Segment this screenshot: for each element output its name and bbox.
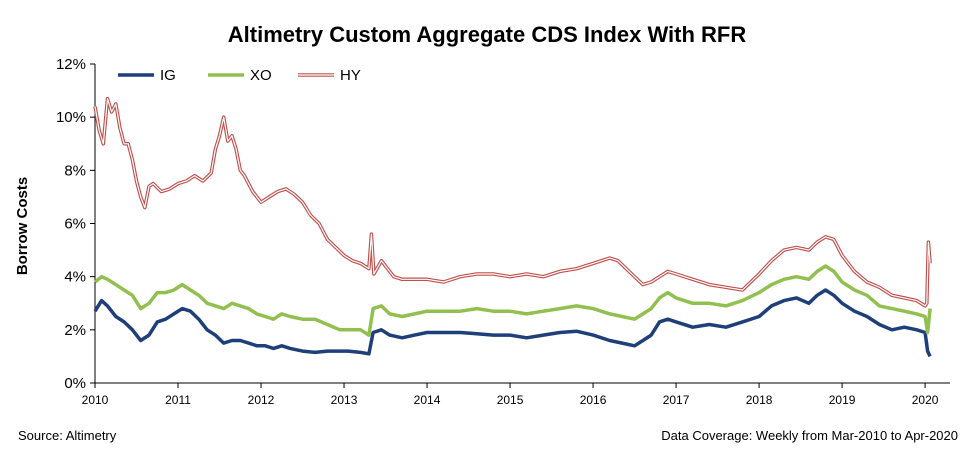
legend: IG XO HY (118, 67, 361, 84)
x-tick-label: 2012 (248, 393, 275, 407)
y-tick-label: 12% (56, 56, 86, 73)
x-tick-label: 2017 (663, 393, 690, 407)
x-tick-label: 2020 (912, 393, 939, 407)
chart-title: Altimetry Custom Aggregate CDS Index Wit… (228, 22, 747, 47)
axes: 0% 2% 4% 6% 8% 10% 12% 2010 2011 2012 2013 2014 2015… (56, 56, 950, 407)
y-tick-label: 6% (64, 216, 86, 233)
y-tick-label: 10% (56, 109, 86, 126)
x-tick-label: 2015 (497, 393, 524, 407)
x-tick-label: 2011 (165, 393, 191, 407)
series-line-xo (93, 264, 932, 337)
series-layer (93, 96, 932, 358)
x-tick-label: 2018 (746, 393, 773, 407)
series-line-hy-core (94, 97, 931, 307)
legend-label-hy: HY (340, 67, 361, 84)
x-tick-label: 2016 (580, 393, 607, 407)
y-tick-label: 0% (64, 375, 86, 392)
x-tick-label: 2019 (829, 393, 856, 407)
legend-label-xo: XO (250, 67, 272, 84)
legend-label-ig: IG (160, 67, 176, 84)
y-tick-label: 2% (64, 322, 86, 339)
x-tick-label: 2010 (82, 393, 109, 407)
coverage-note: Data Coverage: Weekly from Mar-2010 to A… (661, 428, 958, 443)
y-axis-label: Borrow Costs (14, 177, 31, 275)
source-note: Source: Altimetry (18, 428, 117, 443)
series-line-ig (93, 288, 932, 358)
x-tick-label: 2013 (331, 393, 358, 407)
y-tick-label: 8% (64, 162, 86, 179)
y-tick-label: 4% (64, 269, 86, 286)
x-tick-label: 2014 (414, 393, 441, 407)
